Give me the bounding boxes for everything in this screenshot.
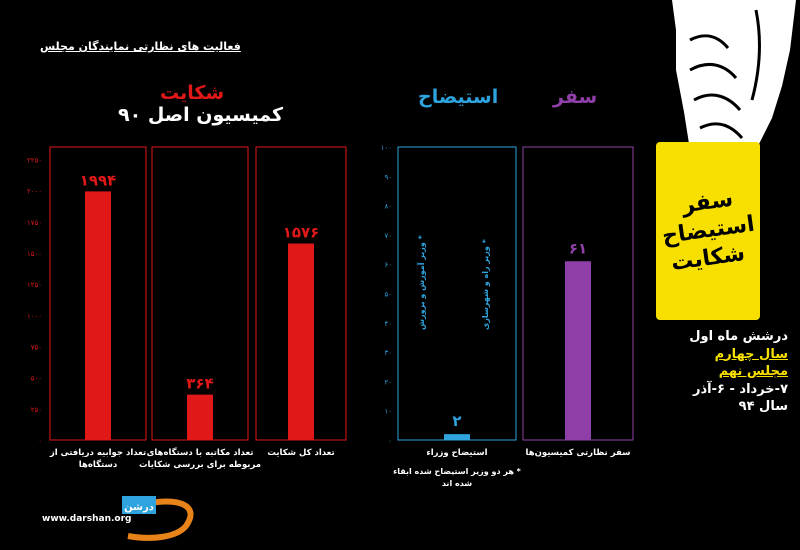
logo-text: درشن xyxy=(124,502,154,513)
data-label: ۲ xyxy=(452,412,461,430)
y-tick-label: ۵۰۰ xyxy=(31,375,42,383)
data-label: ۶۱ xyxy=(569,239,587,257)
info-line: مجلس نهم xyxy=(718,364,788,379)
commission-subtitle: کمیسیون اصل ۹۰ xyxy=(118,104,284,126)
impeachment-title: استیضاح xyxy=(418,86,499,108)
y-tick-label: ۱۰ xyxy=(384,408,392,416)
y-tick-label: ۴۰ xyxy=(384,320,392,328)
y-tick-label: ۱۵۰۰ xyxy=(27,250,42,258)
page-headline: فعالیت های نظارتی نمایندگان مجلس xyxy=(40,40,241,53)
bar-annotation: * وزیر راه و شهرسازی xyxy=(481,238,490,330)
data-label: ۱۹۹۴ xyxy=(80,171,117,189)
y-tick-label: ۳۰ xyxy=(384,349,392,357)
y-tick-label: ۷۵۰ xyxy=(31,343,42,351)
category-label: تعداد جوابیه دریافتی از xyxy=(49,448,146,458)
info-line: سال چهارم xyxy=(714,346,788,362)
website-url: www.darshan.org xyxy=(42,514,132,524)
y-tick-label: ۲۲۵۰ xyxy=(27,156,42,164)
category-label: مربوطه برای بررسی شکایات xyxy=(139,460,261,470)
bar xyxy=(565,261,591,440)
data-label: ۱۵۷۶ xyxy=(283,224,320,242)
complaint-chart: ۰ ۲۵۰ ۵۰۰ ۷۵۰ ۱۰۰۰ ۱۲۵۰ ۱۵۰۰ ۱۷۵۰ ۲۰۰۰ ۲۲۵۰ ۱۹۹۴ تع… xyxy=(27,146,347,470)
y-tick-label: ۸۰ xyxy=(384,203,392,211)
bar xyxy=(444,434,470,440)
bar-frame xyxy=(397,146,517,441)
y-tick-label: ۱۰۰۰ xyxy=(27,312,42,320)
category-label: سفر نظارتی کمیسیون‌ها xyxy=(526,448,631,458)
y-tick-label: ۹۰ xyxy=(384,173,392,181)
y-tick-label: ۱۷۵۰ xyxy=(27,219,42,227)
y-tick-label: ۶۰ xyxy=(384,261,392,269)
y-tick-label: ۱۰۰ xyxy=(381,144,392,152)
travel-chart: ۶۱ سفر نظارتی کمیسیون‌ها xyxy=(522,146,634,458)
bar-annotation: * وزیر آموزش و پرورش xyxy=(416,234,427,330)
y-tick-label: ۲۰ xyxy=(384,378,392,386)
category-label: تعداد کل شکایت xyxy=(267,448,334,458)
info-line: درشش ماه اول xyxy=(689,329,788,344)
bar xyxy=(187,394,213,440)
y-tick-label: ۰ xyxy=(38,437,42,445)
info-line: سال ۹۴ xyxy=(738,399,788,414)
y-tick-label: ۵۰ xyxy=(384,291,392,299)
category-label: استیضاح وزراء xyxy=(426,448,487,458)
darshan-logo: درشن xyxy=(122,496,194,541)
y-tick-label: ۱۲۵۰ xyxy=(27,281,42,289)
complaint-title: شکایت xyxy=(160,82,225,104)
summary-badge: سفر استیضاح شکایت xyxy=(656,142,760,320)
bar xyxy=(85,191,111,440)
y-tick-label: ۲۵۰ xyxy=(31,406,42,414)
travel-title: سفر xyxy=(553,86,598,108)
info-line: ۷-خرداد - ۶-آذر xyxy=(693,381,788,397)
impeachment-chart: ۰ ۱۰ ۲۰ ۳۰ ۴۰ ۵۰ ۶۰ ۷۰ ۸۰ ۹۰ ۱۰۰ ۲ استیضاح وزراء * وز… xyxy=(381,144,517,458)
bar xyxy=(288,243,314,440)
y-tick-label: ۲۰۰۰ xyxy=(27,188,42,196)
impeachment-footnote: * هر دو وزیر استیضاح شده ابقاء شده اند xyxy=(393,467,521,488)
y-tick-label: ۷۰ xyxy=(384,232,392,240)
hand-illustration xyxy=(672,0,796,150)
period-info: درشش ماه اول سال چهارم مجلس نهم ۷-خرداد … xyxy=(676,328,788,416)
category-label: تعداد مکاتبه با دستگاه‌های xyxy=(147,447,254,458)
y-tick-label: ۰ xyxy=(388,437,392,445)
data-label: ۳۶۴ xyxy=(186,375,213,393)
category-label: دستگاه‌ها xyxy=(79,459,118,470)
